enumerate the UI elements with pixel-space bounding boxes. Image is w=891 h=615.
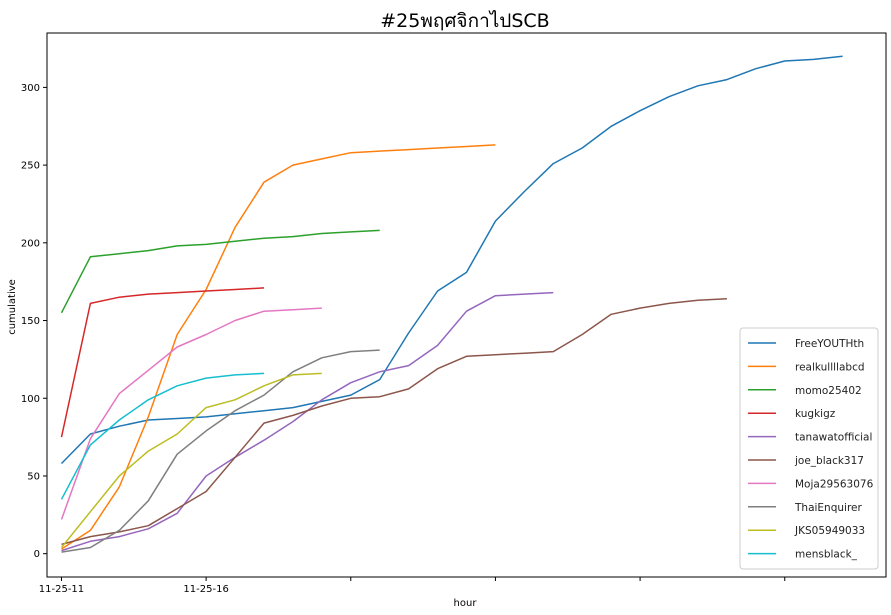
series-line-tanawatofficial	[61, 291, 554, 552]
y-tick-label: 0	[34, 549, 40, 560]
legend-label: momo25402	[795, 385, 862, 397]
series-line-jks05949033	[60, 372, 322, 548]
legend: FreeYOUTHth realkullllabcd momo25402 kugkig…	[739, 327, 879, 570]
y-tick-label: 200	[21, 238, 40, 249]
series-line-momo25402	[60, 229, 380, 314]
series-line-mensblack-	[60, 372, 265, 500]
legend-label: Moja29563076	[795, 478, 874, 490]
series-line-thaienquirer	[61, 349, 380, 553]
y-axis-label: cumulative	[7, 279, 18, 335]
series-line-moja29563076	[60, 307, 322, 520]
y-tick-label: 300	[21, 83, 40, 94]
x-tick-label: 11-25-16	[183, 584, 228, 595]
chart-title: #25พฤศจิกาไปSCB	[380, 10, 549, 32]
legend-label: FreeYOUTHth	[795, 338, 864, 350]
x-axis-label: hour	[454, 598, 478, 609]
plot-frame	[46, 32, 887, 578]
y-tick-label: 250	[21, 161, 40, 172]
series-line-kugkigz	[60, 287, 265, 438]
y-tick-label: 150	[21, 316, 40, 327]
series-line-realkullllabcd	[61, 144, 496, 550]
y-tick-label: 100	[21, 394, 40, 405]
series-line-joe-black317	[61, 298, 727, 546]
series-line-freeyouthth	[60, 55, 843, 465]
legend-label: tanawatofficial	[795, 432, 872, 444]
x-tick-label: 11-25-11	[39, 584, 84, 595]
legend-label: joe_black317	[794, 455, 864, 467]
legend-label: ThaiEnquirer	[794, 502, 862, 514]
legend-label: kugkigz	[795, 408, 836, 420]
legend-label: JKS05949033	[794, 525, 865, 537]
legend-box	[739, 327, 879, 570]
series-layer	[60, 55, 843, 553]
axes-layer: 0 50 100 150 200 250 300 11-25-11 11-25-16	[21, 32, 887, 595]
legend-label: mensblack_	[795, 549, 858, 561]
y-tick-label: 50	[27, 471, 40, 482]
legend-label: realkullllabcd	[795, 361, 865, 373]
